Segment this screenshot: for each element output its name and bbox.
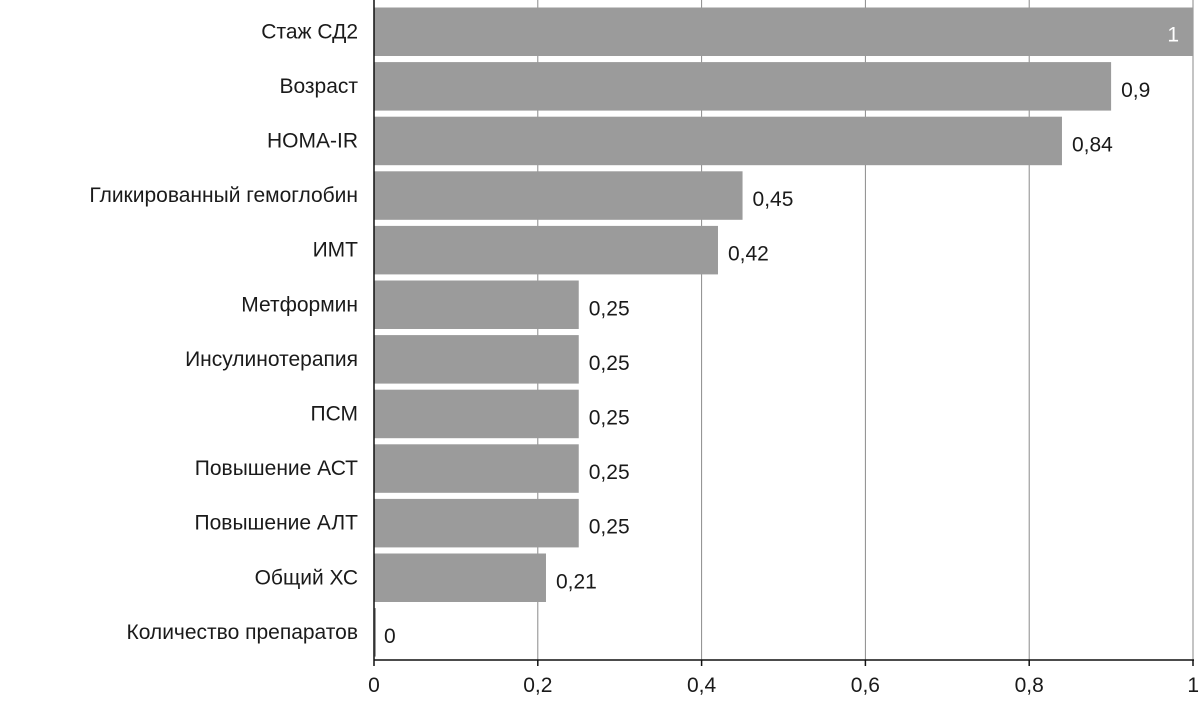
category-label: HOMA-IR — [267, 129, 358, 152]
data-label: 0,25 — [589, 297, 630, 320]
bar — [374, 225, 718, 275]
bar — [374, 7, 1193, 56]
category-label: Инсулинотерапия — [185, 348, 358, 371]
data-label: 0,25 — [589, 352, 630, 375]
axes: 0 0,2 0,4 0,6 0,8 1 — [368, 0, 1199, 697]
bar — [374, 444, 579, 493]
bar — [374, 335, 579, 384]
bar — [374, 280, 579, 329]
category-label: Возраст — [279, 75, 358, 98]
category-label: Количество препаратов — [126, 621, 358, 644]
bar — [374, 608, 376, 657]
x-tick-label: 0,4 — [687, 674, 717, 697]
bar — [374, 116, 1062, 166]
labels: Стаж СД2 1 Возраст 0,9 HOMA-IR 0,84 Гликирован… — [89, 20, 1179, 648]
category-label: Общий ХС — [255, 566, 358, 589]
bar — [374, 498, 579, 548]
x-tick-label: 0 — [368, 674, 380, 697]
bar — [374, 389, 579, 439]
x-tick-label: 0,6 — [851, 674, 880, 697]
bars — [374, 7, 1193, 657]
data-label: 0,42 — [728, 243, 769, 266]
x-tick-label: 0,8 — [1015, 674, 1044, 697]
category-label: Метформин — [241, 293, 358, 316]
data-label: 0,84 — [1072, 133, 1113, 156]
data-label: 0,25 — [589, 406, 630, 429]
data-label: 0,25 — [589, 461, 630, 484]
category-label: Повышение АСТ — [195, 457, 358, 480]
bar — [374, 62, 1112, 111]
data-label: 0,45 — [753, 188, 794, 211]
category-label: Стаж СД2 — [261, 20, 358, 43]
data-label: 1 — [1167, 23, 1179, 46]
bar — [374, 553, 546, 602]
data-label: 0,25 — [589, 516, 630, 539]
category-label: ИМТ — [313, 239, 359, 262]
x-tick-label: 1 — [1187, 674, 1199, 697]
data-label: 0,21 — [556, 570, 597, 593]
category-label: ПСМ — [310, 402, 358, 425]
data-label: 0,9 — [1121, 79, 1150, 102]
x-tick-label: 0,2 — [523, 674, 552, 697]
category-label: Повышение АЛТ — [195, 512, 359, 535]
data-label: 0 — [384, 625, 396, 648]
category-label: Гликированный гемоглобин — [89, 184, 358, 207]
bar — [374, 171, 743, 220]
